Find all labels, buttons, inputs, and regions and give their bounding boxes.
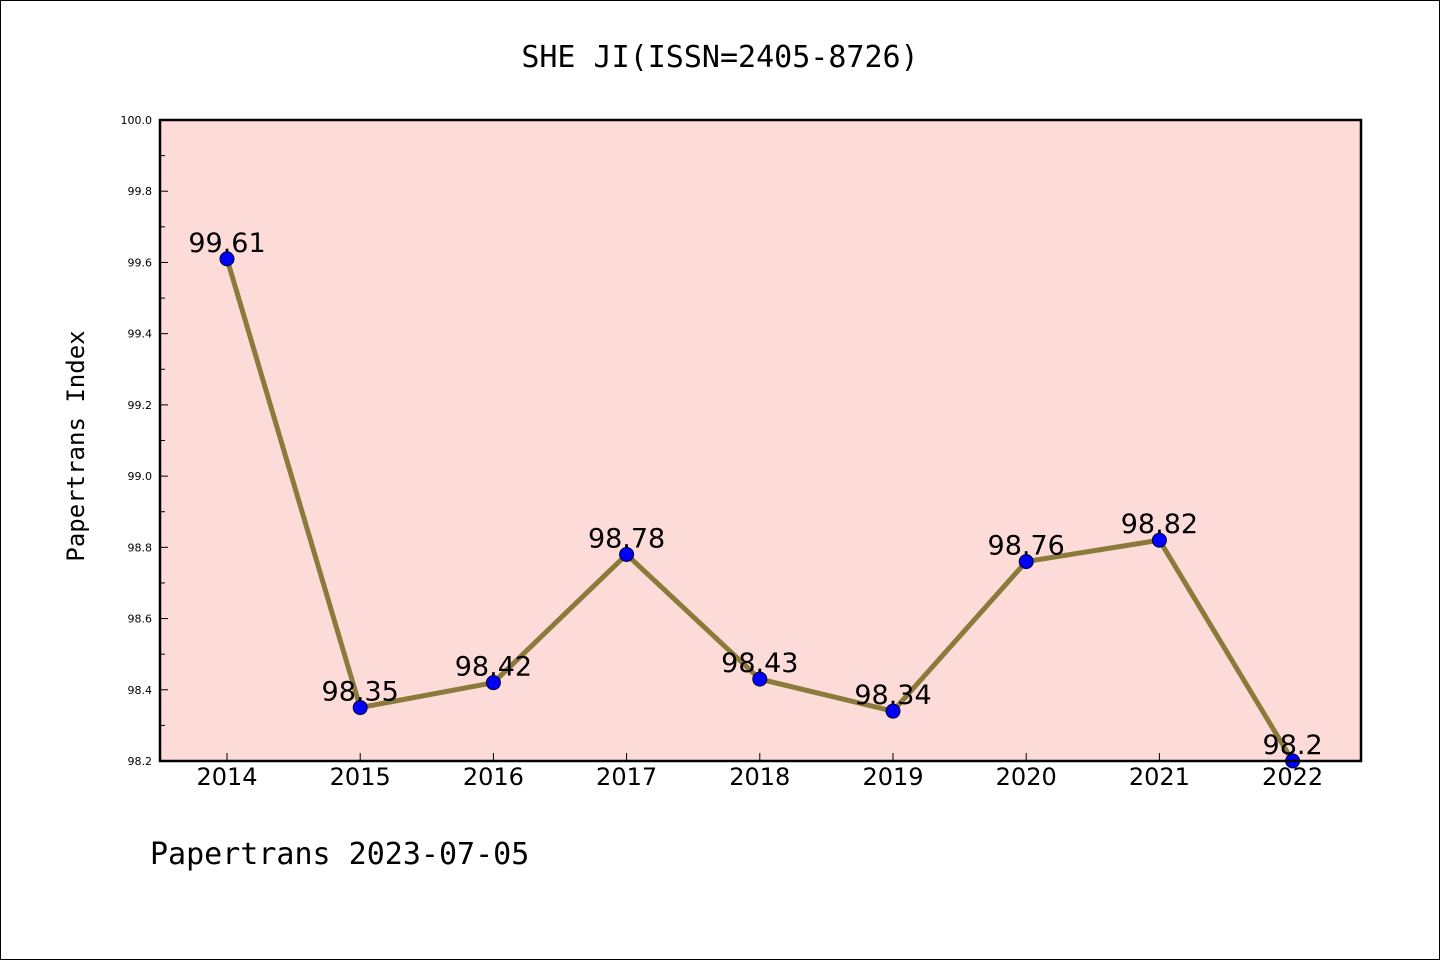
- data-point: [219, 251, 235, 267]
- x-tick-label: 2021: [1129, 763, 1190, 791]
- data-labels: 99.61 98.35 98.42 98.78 98.43 98.34 98.76 98.82…: [188, 228, 1322, 761]
- y-tick-label: 99.0: [128, 470, 153, 483]
- y-axis: 98.2 98.4 98.6 98.8 99.0 99.2 99.4 99.6 99.8 100.…: [121, 114, 168, 768]
- x-tick-label: 2017: [596, 763, 657, 791]
- data-point: [1151, 532, 1167, 548]
- x-tick-label: 2016: [463, 763, 524, 791]
- data-points: [219, 251, 1301, 769]
- x-axis: 2014 2015 2016 2017 2018 2019 2020 2021 2022: [196, 753, 1323, 791]
- data-label: 98.76: [988, 531, 1065, 562]
- x-tick-label: 2018: [729, 763, 790, 791]
- data-label: 98.35: [322, 677, 399, 708]
- data-label: 98.34: [854, 680, 931, 711]
- y-tick-label: 99.2: [128, 399, 153, 412]
- x-tick-label: 2020: [996, 763, 1057, 791]
- data-point: [619, 546, 635, 562]
- y-tick-label: 98.8: [128, 541, 153, 554]
- plot-border: [158, 118, 1363, 763]
- x-tick-label: 2014: [196, 763, 257, 791]
- data-point: [885, 703, 901, 719]
- data-point: [352, 700, 368, 716]
- footer-source-date: Papertrans 2023-07-05: [150, 837, 529, 872]
- data-label: 98.42: [455, 652, 532, 683]
- plot-area: [160, 120, 1361, 761]
- y-tick-label: 98.6: [128, 613, 153, 626]
- data-label: 98.78: [588, 523, 665, 554]
- data-label: 98.43: [721, 648, 798, 679]
- data-point: [485, 675, 501, 691]
- y-tick-label: 99.8: [128, 185, 153, 198]
- x-tick-label: 2019: [862, 763, 923, 791]
- chart-title: SHE JI(ISSN=2405-8726): [521, 40, 918, 75]
- y-tick-label: 100.0: [121, 114, 153, 127]
- data-point: [1018, 554, 1034, 570]
- y-axis-label: Papertrans Index: [62, 330, 90, 561]
- y-tick-label: 99.4: [128, 328, 153, 341]
- y-tick-label: 99.6: [128, 256, 153, 269]
- y-tick-label: 98.2: [128, 755, 153, 768]
- data-label: 98.82: [1121, 509, 1198, 540]
- data-label: 99.61: [188, 228, 265, 259]
- data-label: 98.2: [1263, 730, 1323, 761]
- data-point: [752, 671, 768, 687]
- x-tick-label: 2015: [330, 763, 391, 791]
- y-tick-label: 98.4: [128, 684, 153, 697]
